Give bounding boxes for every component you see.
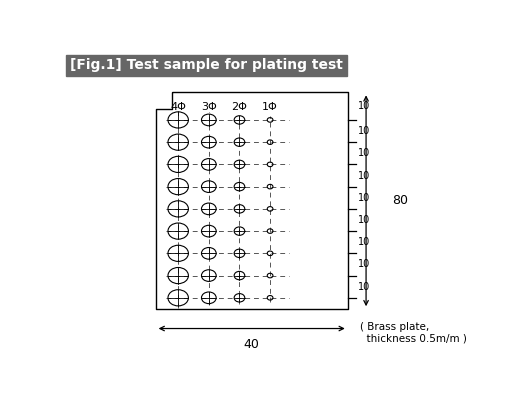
Text: 40: 40 [244, 338, 260, 351]
Text: 10: 10 [358, 126, 370, 136]
Text: 10: 10 [358, 148, 370, 158]
Text: 10: 10 [358, 237, 370, 247]
Text: [Fig.1] Test sample for plating test: [Fig.1] Test sample for plating test [70, 58, 343, 73]
Text: 2Φ: 2Φ [231, 102, 247, 112]
Text: 10: 10 [358, 260, 370, 270]
Text: ( Brass plate,
  thickness 0.5m/m ): ( Brass plate, thickness 0.5m/m ) [360, 322, 467, 344]
Text: 10: 10 [358, 282, 370, 291]
Text: 10: 10 [358, 171, 370, 181]
Text: 4Φ: 4Φ [170, 102, 186, 112]
Text: 10: 10 [358, 215, 370, 225]
Text: 10: 10 [358, 193, 370, 203]
Text: 3Φ: 3Φ [201, 102, 217, 112]
Text: 1Φ: 1Φ [262, 102, 278, 112]
Text: 10: 10 [358, 101, 370, 111]
Text: 80: 80 [393, 194, 408, 207]
